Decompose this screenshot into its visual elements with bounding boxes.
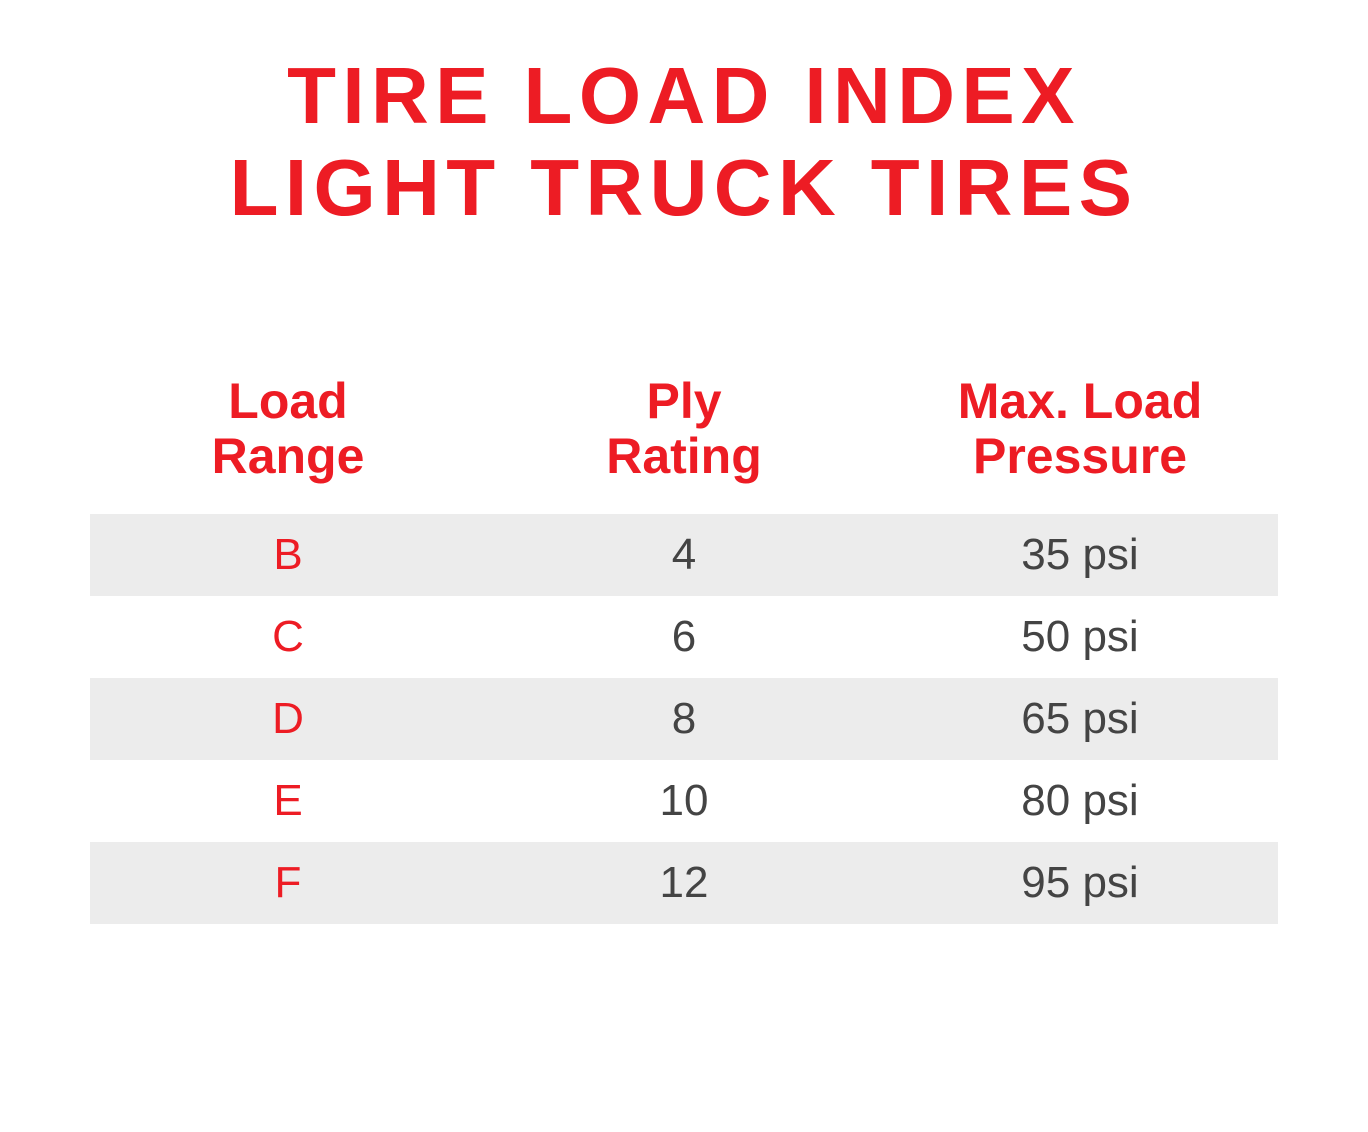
table-body: B435 psiC650 psiD865 psiE1080 psiF1295 p…: [90, 514, 1278, 924]
header-label: Range: [212, 428, 365, 484]
table-header: Load Range Ply Rating Max. Load Pressure: [90, 374, 1278, 484]
cell-load-range: B: [90, 530, 486, 580]
cell-max-pressure: 95 psi: [882, 858, 1278, 908]
cell-ply-rating: 6: [486, 612, 882, 662]
table-row: E1080 psi: [90, 760, 1278, 842]
cell-load-range: E: [90, 776, 486, 826]
cell-max-pressure: 80 psi: [882, 776, 1278, 826]
cell-ply-rating: 8: [486, 694, 882, 744]
header-label: Pressure: [973, 428, 1187, 484]
header-label: Load: [228, 373, 347, 429]
cell-max-pressure: 65 psi: [882, 694, 1278, 744]
table-row: B435 psi: [90, 514, 1278, 596]
table-row: C650 psi: [90, 596, 1278, 678]
cell-load-range: C: [90, 612, 486, 662]
page-title: TIRE LOAD INDEX LIGHT TRUCK TIRES: [90, 50, 1278, 234]
cell-ply-rating: 12: [486, 858, 882, 908]
header-ply-rating: Ply Rating: [486, 374, 882, 484]
cell-max-pressure: 35 psi: [882, 530, 1278, 580]
header-max-pressure: Max. Load Pressure: [882, 374, 1278, 484]
header-load-range: Load Range: [90, 374, 486, 484]
cell-ply-rating: 4: [486, 530, 882, 580]
cell-load-range: D: [90, 694, 486, 744]
title-line-2: LIGHT TRUCK TIRES: [90, 142, 1278, 234]
cell-max-pressure: 50 psi: [882, 612, 1278, 662]
cell-ply-rating: 10: [486, 776, 882, 826]
load-index-table: Load Range Ply Rating Max. Load Pressure…: [90, 374, 1278, 924]
header-label: Ply: [646, 373, 721, 429]
header-label: Max. Load: [958, 373, 1202, 429]
cell-load-range: F: [90, 858, 486, 908]
header-label: Rating: [606, 428, 762, 484]
table-row: D865 psi: [90, 678, 1278, 760]
table-row: F1295 psi: [90, 842, 1278, 924]
title-line-1: TIRE LOAD INDEX: [90, 50, 1278, 142]
